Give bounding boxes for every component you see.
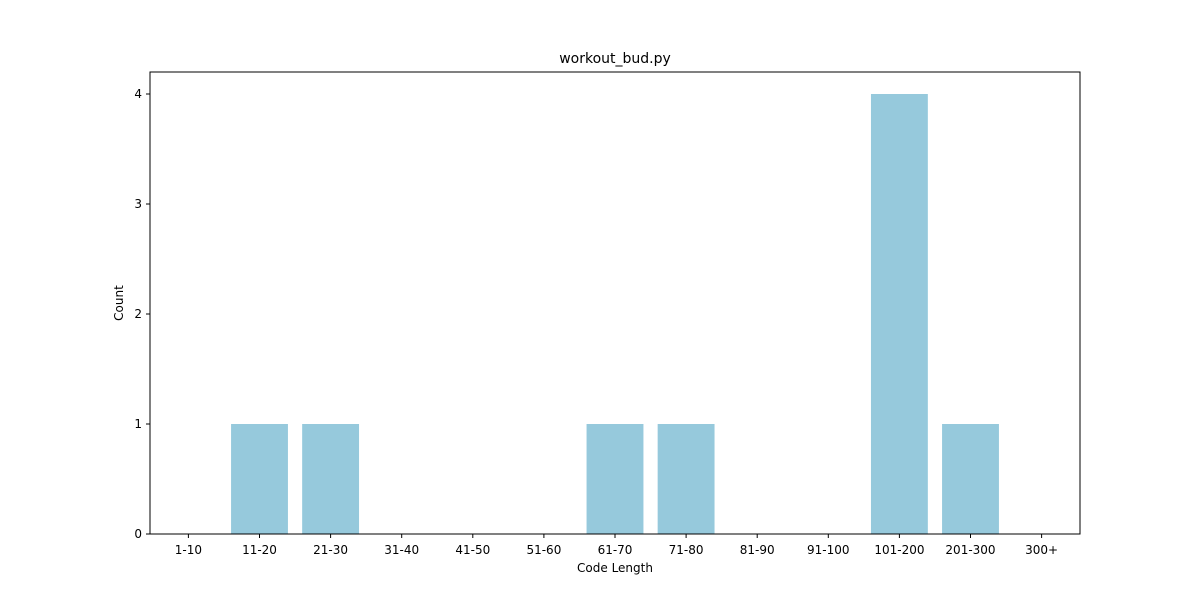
chart-title: workout_bud.py bbox=[559, 51, 671, 67]
y-tick-label: 1 bbox=[134, 417, 142, 431]
x-tick-label: 1-10 bbox=[175, 543, 202, 557]
x-tick-label: 51-60 bbox=[526, 543, 561, 557]
x-tick-label: 11-20 bbox=[242, 543, 277, 557]
x-tick-label: 91-100 bbox=[807, 543, 850, 557]
x-axis-label: Code Length bbox=[577, 561, 653, 575]
x-tick-label: 300+ bbox=[1025, 543, 1058, 557]
bar-61-70 bbox=[586, 424, 644, 534]
x-tick-label: 61-70 bbox=[598, 543, 633, 557]
y-axis-label: Count bbox=[112, 285, 126, 321]
bar-21-30 bbox=[302, 424, 360, 534]
x-tick-label: 41-50 bbox=[455, 543, 490, 557]
bar-101-200 bbox=[870, 94, 928, 534]
y-axis: 0 1 2 3 4 bbox=[134, 87, 150, 541]
y-tick-label: 2 bbox=[134, 307, 142, 321]
x-tick-label: 101-200 bbox=[874, 543, 924, 557]
x-tick-label: 31-40 bbox=[384, 543, 419, 557]
bar-71-80 bbox=[657, 424, 715, 534]
x-tick-label: 201-300 bbox=[945, 543, 995, 557]
bar-11-20 bbox=[231, 424, 288, 534]
y-tick-label: 4 bbox=[134, 87, 142, 101]
bars-layer bbox=[231, 94, 999, 534]
x-tick-label: 71-80 bbox=[669, 543, 704, 557]
x-axis: 1-10 11-20 21-30 31-40 41-50 51-60 61-70 71-80 8… bbox=[175, 534, 1058, 557]
y-tick-label: 0 bbox=[134, 527, 142, 541]
x-tick-label: 81-90 bbox=[740, 543, 775, 557]
x-tick-label: 21-30 bbox=[313, 543, 348, 557]
y-tick-label: 3 bbox=[134, 197, 142, 211]
bar-201-300 bbox=[942, 424, 999, 534]
